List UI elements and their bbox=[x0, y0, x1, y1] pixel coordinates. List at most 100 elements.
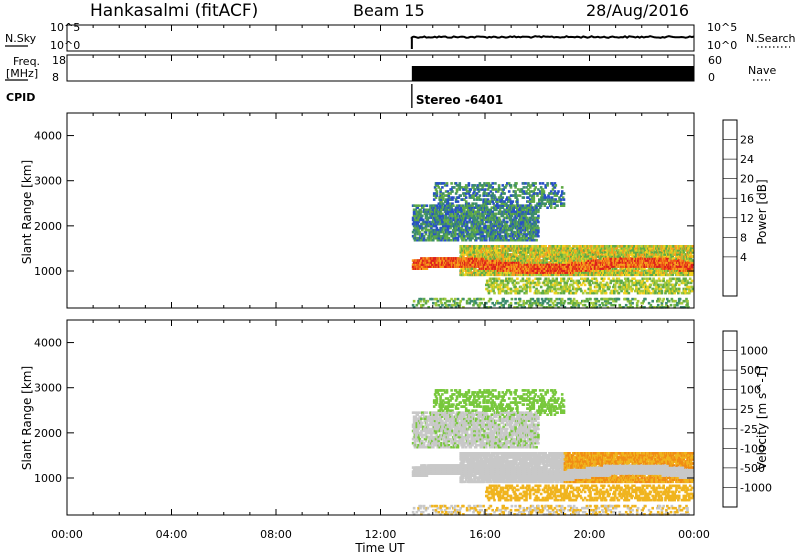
heatmap-cell bbox=[417, 214, 420, 218]
heatmap-cell bbox=[452, 196, 455, 199]
heatmap-cell bbox=[496, 200, 499, 203]
heatmap-cell bbox=[487, 182, 491, 185]
heatmap-cell bbox=[497, 204, 501, 207]
heatmap-cell bbox=[487, 192, 491, 195]
heatmap-cell bbox=[440, 234, 443, 238]
heatmap-cell bbox=[478, 216, 482, 220]
heatmap-cell bbox=[421, 204, 424, 207]
heatmap-cell bbox=[447, 196, 451, 199]
heatmap-cell bbox=[496, 198, 499, 201]
heatmap-cell bbox=[464, 188, 468, 191]
heatmap-cell bbox=[454, 192, 458, 195]
heatmap-cell bbox=[415, 210, 419, 214]
heatmap-cell bbox=[524, 182, 527, 185]
heatmap-cell bbox=[422, 222, 426, 226]
heatmap-cell bbox=[472, 303, 475, 307]
heatmap-cell bbox=[442, 182, 446, 185]
heatmap-cell bbox=[492, 224, 495, 228]
heatmap-cell bbox=[416, 232, 419, 236]
heatmap-cell bbox=[449, 218, 452, 222]
heatmap-cell bbox=[413, 210, 417, 214]
heatmap-cell bbox=[432, 220, 436, 224]
heatmap-cell bbox=[416, 238, 419, 242]
heatmap-cell bbox=[434, 188, 438, 191]
heatmap-cell bbox=[468, 218, 472, 222]
heatmap-cell bbox=[494, 224, 497, 228]
heatmap-cell bbox=[414, 230, 418, 234]
heatmap-cell bbox=[549, 297, 553, 301]
heatmap-cell bbox=[492, 228, 495, 232]
heatmap-cell bbox=[507, 190, 511, 193]
heatmap-cell bbox=[432, 216, 436, 220]
heatmap-cell bbox=[433, 228, 437, 232]
heatmap-cell bbox=[485, 281, 489, 285]
heatmap-cell bbox=[418, 297, 421, 301]
heatmap-cell bbox=[444, 212, 448, 216]
heatmap-cell bbox=[479, 297, 483, 301]
heatmap-cell bbox=[479, 226, 483, 230]
heatmap-cell bbox=[438, 236, 441, 240]
heatmap-cell bbox=[420, 297, 423, 301]
heatmap-cell bbox=[464, 238, 468, 242]
heatmap-cell bbox=[425, 267, 429, 270]
heatmap-cell bbox=[428, 230, 431, 234]
heatmap-cell bbox=[450, 232, 453, 236]
heatmap-cell bbox=[509, 287, 513, 291]
heatmap-cell bbox=[477, 259, 481, 262]
heatmap-cell bbox=[464, 230, 468, 234]
heatmap-cell bbox=[462, 269, 465, 272]
heatmap-cell bbox=[438, 208, 441, 212]
heatmap-cell bbox=[464, 204, 468, 207]
heatmap-cell bbox=[432, 301, 435, 305]
heatmap-cell bbox=[480, 238, 483, 242]
heatmap-cell bbox=[514, 190, 517, 193]
heatmap-cell bbox=[442, 196, 445, 199]
heatmap-cell bbox=[441, 186, 444, 189]
heatmap-cell bbox=[477, 249, 481, 252]
heatmap-cell bbox=[453, 299, 456, 303]
heatmap-cell bbox=[458, 184, 462, 187]
heatmap-cell bbox=[476, 222, 480, 226]
heatmap-cell bbox=[474, 299, 477, 303]
heatmap-cell bbox=[433, 297, 437, 301]
heatmap-cell bbox=[478, 214, 482, 218]
heatmap-cell bbox=[486, 251, 490, 254]
heatmap-cell bbox=[522, 186, 526, 189]
heatmap-cell bbox=[464, 186, 467, 189]
heatmap-cell bbox=[589, 297, 592, 301]
heatmap-cell bbox=[462, 255, 465, 258]
heatmap-cell bbox=[460, 236, 463, 240]
heatmap-cell bbox=[489, 306, 493, 309]
heatmap-cell bbox=[491, 301, 494, 305]
heatmap-cell bbox=[460, 204, 463, 207]
heatmap-cell bbox=[439, 210, 442, 214]
heatmap-cell bbox=[449, 214, 452, 218]
heatmap-cell bbox=[516, 198, 519, 201]
heatmap-cell bbox=[492, 269, 495, 272]
heatmap-cell bbox=[442, 224, 446, 228]
heatmap-cell bbox=[486, 230, 490, 234]
heatmap-cell bbox=[497, 277, 501, 281]
heatmap-cell bbox=[446, 306, 450, 309]
heatmap-cell bbox=[449, 216, 452, 220]
heatmap-cell bbox=[482, 245, 485, 248]
heatmap-cell bbox=[448, 230, 451, 234]
heatmap-cell bbox=[467, 228, 471, 232]
heatmap-cell bbox=[541, 182, 545, 185]
heatmap-cell bbox=[485, 251, 488, 254]
heatmap-cell bbox=[475, 249, 479, 252]
heatmap-cell bbox=[439, 299, 442, 303]
heatmap-cell bbox=[479, 212, 483, 216]
nsearch-tick-bottom: 10^0 bbox=[707, 39, 737, 52]
heatmap-cell bbox=[439, 306, 442, 309]
heatmap-cell bbox=[483, 222, 486, 226]
heatmap-cell bbox=[485, 192, 489, 195]
heatmap-cell bbox=[443, 194, 447, 197]
heatmap-cell bbox=[546, 182, 549, 185]
heatmap-cell bbox=[485, 301, 488, 305]
heatmap-cell bbox=[461, 218, 464, 222]
heatmap-cell bbox=[491, 236, 494, 240]
heatmap-cell bbox=[483, 190, 486, 193]
heatmap-cell bbox=[490, 214, 494, 218]
heatmap-cell bbox=[554, 184, 558, 187]
